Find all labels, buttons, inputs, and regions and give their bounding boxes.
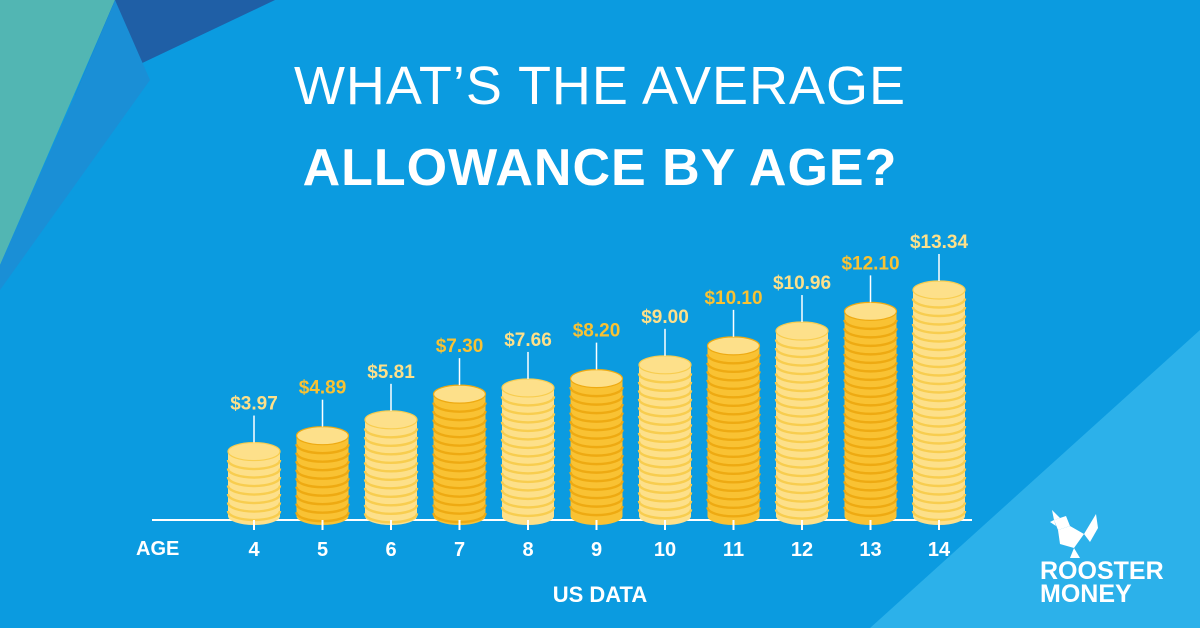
x-tick-label: 5 bbox=[317, 539, 328, 561]
coin-stack-age-6 bbox=[363, 410, 419, 525]
bg-mid-shape bbox=[0, 0, 150, 290]
value-label: $9.00 bbox=[641, 307, 689, 328]
coin-stack-age-14 bbox=[911, 280, 967, 525]
x-axis-title: US DATA bbox=[552, 582, 648, 607]
rooster-money-logo: ROOSTER MONEY bbox=[1040, 508, 1170, 608]
x-tick-label: 12 bbox=[791, 539, 813, 561]
value-label: $7.66 bbox=[504, 330, 552, 351]
value-label: $10.10 bbox=[704, 288, 762, 309]
coin-stack-age-8 bbox=[500, 378, 556, 525]
bg-teal-shape bbox=[0, 0, 115, 265]
value-label: $4.89 bbox=[299, 378, 347, 399]
x-tick-label: 9 bbox=[591, 539, 602, 561]
value-label: $8.20 bbox=[573, 321, 621, 342]
logo-text: ROOSTER MONEY bbox=[1040, 557, 1170, 608]
value-label: $12.10 bbox=[841, 253, 899, 274]
value-label: $7.30 bbox=[436, 336, 484, 357]
value-label: $13.34 bbox=[910, 232, 969, 253]
bg-lightblue-shape bbox=[870, 330, 1200, 628]
coin-stack-age-7 bbox=[432, 384, 487, 525]
value-label: $10.96 bbox=[773, 273, 831, 294]
x-tick-label: 7 bbox=[454, 539, 465, 561]
x-tick-label: 11 bbox=[723, 539, 744, 561]
coin-stack-age-11 bbox=[706, 336, 761, 525]
x-tick-label: 14 bbox=[928, 539, 951, 561]
title-line-1: WHAT’S THE AVERAGE bbox=[293, 56, 907, 116]
coin-stack-age-4 bbox=[226, 441, 282, 525]
coin-stack-age-13 bbox=[843, 301, 898, 525]
rooster-icon bbox=[1050, 510, 1098, 558]
logo-text-line-1: ROOSTER bbox=[1040, 557, 1164, 585]
coin-stack-age-9 bbox=[569, 369, 624, 525]
title-line-2: ALLOWANCE BY AGE? bbox=[302, 139, 898, 197]
x-tick-label: 10 bbox=[654, 539, 676, 561]
age-axis-label: AGE bbox=[136, 538, 180, 560]
x-tick-label: 4 bbox=[248, 539, 260, 561]
coin-stack-age-12 bbox=[774, 321, 830, 525]
coin-stack-age-10 bbox=[637, 355, 693, 525]
value-label: $5.81 bbox=[367, 362, 415, 383]
x-tick-label: 6 bbox=[385, 539, 396, 561]
value-label: $3.97 bbox=[230, 394, 278, 415]
coin-stack-age-5 bbox=[295, 426, 350, 525]
x-tick-label: 8 bbox=[522, 539, 533, 561]
logo-text-line-2: MONEY bbox=[1040, 580, 1132, 608]
x-tick-label: 13 bbox=[859, 539, 881, 561]
